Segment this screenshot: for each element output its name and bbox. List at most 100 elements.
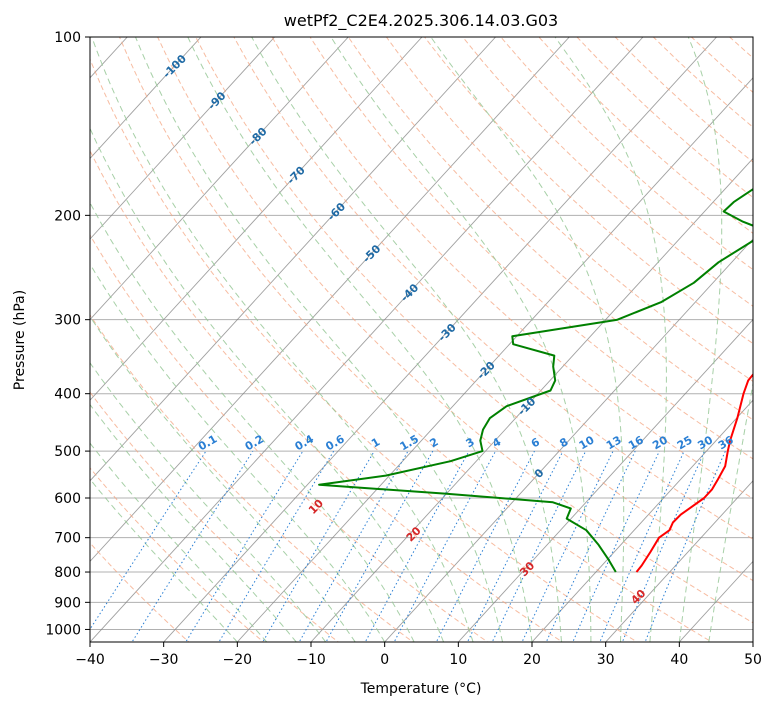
y-tick-label: 200 — [54, 208, 81, 224]
isotherm-label: -100 — [160, 52, 189, 81]
mixing-ratio-label: 25 — [675, 433, 695, 452]
x-tick-label: 20 — [523, 652, 541, 668]
dry-adiabat-line — [90, 542, 190, 642]
mixing-ratio-line — [621, 450, 706, 642]
isotherm-line — [90, 37, 570, 563]
mixing-ratio-label: 8 — [557, 435, 570, 450]
mixing-ratio-label: 0.2 — [243, 432, 266, 453]
dry-adiabat-label: 40 — [628, 587, 648, 607]
x-tick-label: 50 — [744, 652, 762, 668]
mixing-ratio-line — [262, 450, 375, 642]
mixing-ratio-label: 1.5 — [398, 432, 421, 453]
isotherm-line — [90, 37, 349, 321]
isotherm-line — [457, 318, 753, 642]
mixing-ratio-label: 30 — [695, 433, 715, 452]
y-tick-label: 400 — [54, 387, 81, 403]
mixing-ratio-label: 1 — [369, 435, 382, 450]
dry-adiabat-line — [90, 234, 489, 642]
x-tick-label: −30 — [149, 652, 179, 668]
dry-adiabat-line — [119, 37, 713, 642]
dry-adiabat-line — [157, 37, 753, 624]
mixing-ratio-label: 6 — [529, 435, 542, 450]
isotherm-line — [90, 37, 496, 482]
dry-adiabat-line — [424, 37, 753, 345]
moist-adiabat-line — [554, 37, 667, 642]
data-series — [318, 187, 753, 573]
dry-adiabat-line — [90, 314, 414, 642]
mixing-ratio-line — [491, 450, 587, 642]
x-tick-label: −40 — [75, 652, 105, 668]
mixing-ratio-label: 3 — [464, 435, 477, 450]
x-tick-label: 40 — [670, 652, 688, 668]
dry-adiabat-line — [90, 57, 638, 642]
dry-adiabat-line — [90, 467, 265, 642]
moist-adiabat-line — [90, 403, 297, 642]
mixing-ratio-line — [545, 450, 636, 642]
moist-adiabat-line — [90, 315, 356, 642]
mixing-ratio-line — [435, 450, 535, 642]
plot-frame — [89, 36, 754, 643]
moist-adiabat-line — [135, 37, 503, 642]
moist-adiabat-line — [430, 37, 625, 642]
y-tick-label: 800 — [54, 565, 81, 581]
dry-adiabat-label: 20 — [404, 524, 424, 544]
dry-adiabat-line — [195, 37, 753, 582]
mixing-ratio-line — [521, 450, 614, 642]
mixing-ratio-line — [218, 450, 335, 642]
mixing-ratio-label: 0.1 — [196, 432, 219, 453]
moist-adiabat-line — [90, 442, 268, 642]
y-axis-ticks: 100 200 300 400 500 600 700 800 900 1000 — [45, 30, 90, 638]
dry-adiabat-line — [652, 37, 753, 128]
y-tick-label: 100 — [54, 30, 81, 46]
y-axis-label: Pressure (hPa) — [12, 290, 28, 390]
dry-adiabat-line — [768, 37, 775, 644]
mixing-ratio-label: 2 — [427, 435, 440, 450]
isotherm-line — [384, 238, 753, 642]
isotherm-line — [163, 37, 717, 642]
mixing-ratio-label: 4 — [490, 435, 503, 450]
moist-adiabat-line — [90, 263, 386, 642]
dry-adiabat-line — [729, 37, 753, 59]
isotherm-line — [90, 37, 644, 642]
dewpoint-profile-line — [318, 187, 753, 573]
isotherm-line — [531, 399, 753, 642]
mixing-ratio-line — [131, 450, 254, 642]
dry-adiabat-line — [271, 37, 753, 500]
moist-adiabat-line — [330, 37, 592, 642]
isotherm-line — [752, 641, 753, 642]
y-tick-label: 500 — [54, 444, 81, 460]
x-axis-ticks: −40 −30 −20 −10 0 10 20 30 40 50 — [75, 642, 762, 668]
dry-adiabat-line — [576, 37, 753, 199]
y-tick-label: 1000 — [45, 622, 81, 638]
mixing-ratio-label: 0.4 — [293, 432, 317, 453]
dry-adiabat-line — [309, 37, 753, 460]
dry-adiabat-line — [462, 37, 753, 307]
isotherm-line — [90, 37, 275, 240]
moist-adiabat-line — [90, 361, 327, 642]
dry-adiabat-line — [538, 37, 753, 234]
x-tick-label: 10 — [449, 652, 467, 668]
dry-adiabat-line — [90, 391, 340, 642]
y-tick-label: 900 — [54, 595, 81, 611]
isotherm-line — [90, 37, 423, 401]
mixing-ratio-line — [364, 450, 470, 642]
mixing-ratio-line — [466, 450, 564, 642]
x-axis-label: Temperature (°C) — [360, 681, 482, 697]
isotherm-line — [236, 77, 753, 642]
mixing-ratio-label: 0.6 — [323, 432, 347, 453]
mixing-ratio-label: 20 — [650, 433, 670, 452]
x-tick-label: 30 — [597, 652, 615, 668]
mixing-ratio-label: 16 — [626, 433, 646, 452]
x-tick-label: −20 — [223, 652, 253, 668]
isotherm-line — [90, 37, 202, 160]
dry-adiabat-label: 30 — [517, 559, 537, 579]
background-grid — [90, 37, 775, 644]
y-tick-label: 300 — [54, 313, 81, 329]
moist-adiabat-line — [708, 381, 753, 642]
x-tick-label: 0 — [380, 652, 389, 668]
mixing-ratio-label: 10 — [577, 433, 597, 452]
temperature-profile-line — [635, 372, 753, 573]
mixing-ratio-line — [185, 450, 304, 642]
mixing-ratio-line — [325, 450, 434, 642]
